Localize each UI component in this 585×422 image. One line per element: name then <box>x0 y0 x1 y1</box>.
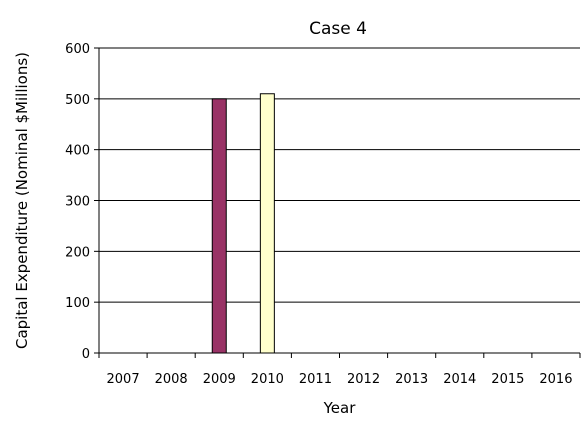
x-tick-label-2013: 2013 <box>395 372 428 387</box>
x-tick-label-2015: 2015 <box>491 372 524 387</box>
x-tick-label-2016: 2016 <box>539 372 572 387</box>
bar-2010 <box>259 93 275 354</box>
x-tick-label-2009: 2009 <box>203 372 236 387</box>
x-axis-ticks: 2007 2008 2009 2010 2011 2012 2013 2014 2015 2016 <box>98 353 581 387</box>
x-axis-title: Year <box>323 399 357 417</box>
y-axis-title: Capital Expenditure (Nominal $Millions) <box>13 52 31 349</box>
x-tick-label-2007: 2007 <box>107 372 140 387</box>
x-tick-label-2010: 2010 <box>251 372 284 387</box>
y-tick-label-600: 600 <box>65 42 90 57</box>
bar-2009 <box>211 98 227 354</box>
y-tick-label-0: 0 <box>82 347 90 362</box>
y-tick-label-100: 100 <box>65 296 90 311</box>
y-axis-ticks: 0 100 200 300 400 500 600 <box>65 42 99 362</box>
y-tick-label-300: 300 <box>65 195 90 210</box>
chart-title: Case 4 <box>309 19 367 39</box>
bars <box>211 93 275 354</box>
x-tick-label-2008: 2008 <box>155 372 188 387</box>
y-tick-label-500: 500 <box>65 93 90 108</box>
y-tick-label-400: 400 <box>65 144 90 159</box>
x-tick-label-2012: 2012 <box>347 372 380 387</box>
x-tick-label-2014: 2014 <box>443 372 476 387</box>
x-tick-label-2011: 2011 <box>299 372 332 387</box>
y-tick-label-200: 200 <box>65 245 90 260</box>
gridlines <box>99 47 580 303</box>
